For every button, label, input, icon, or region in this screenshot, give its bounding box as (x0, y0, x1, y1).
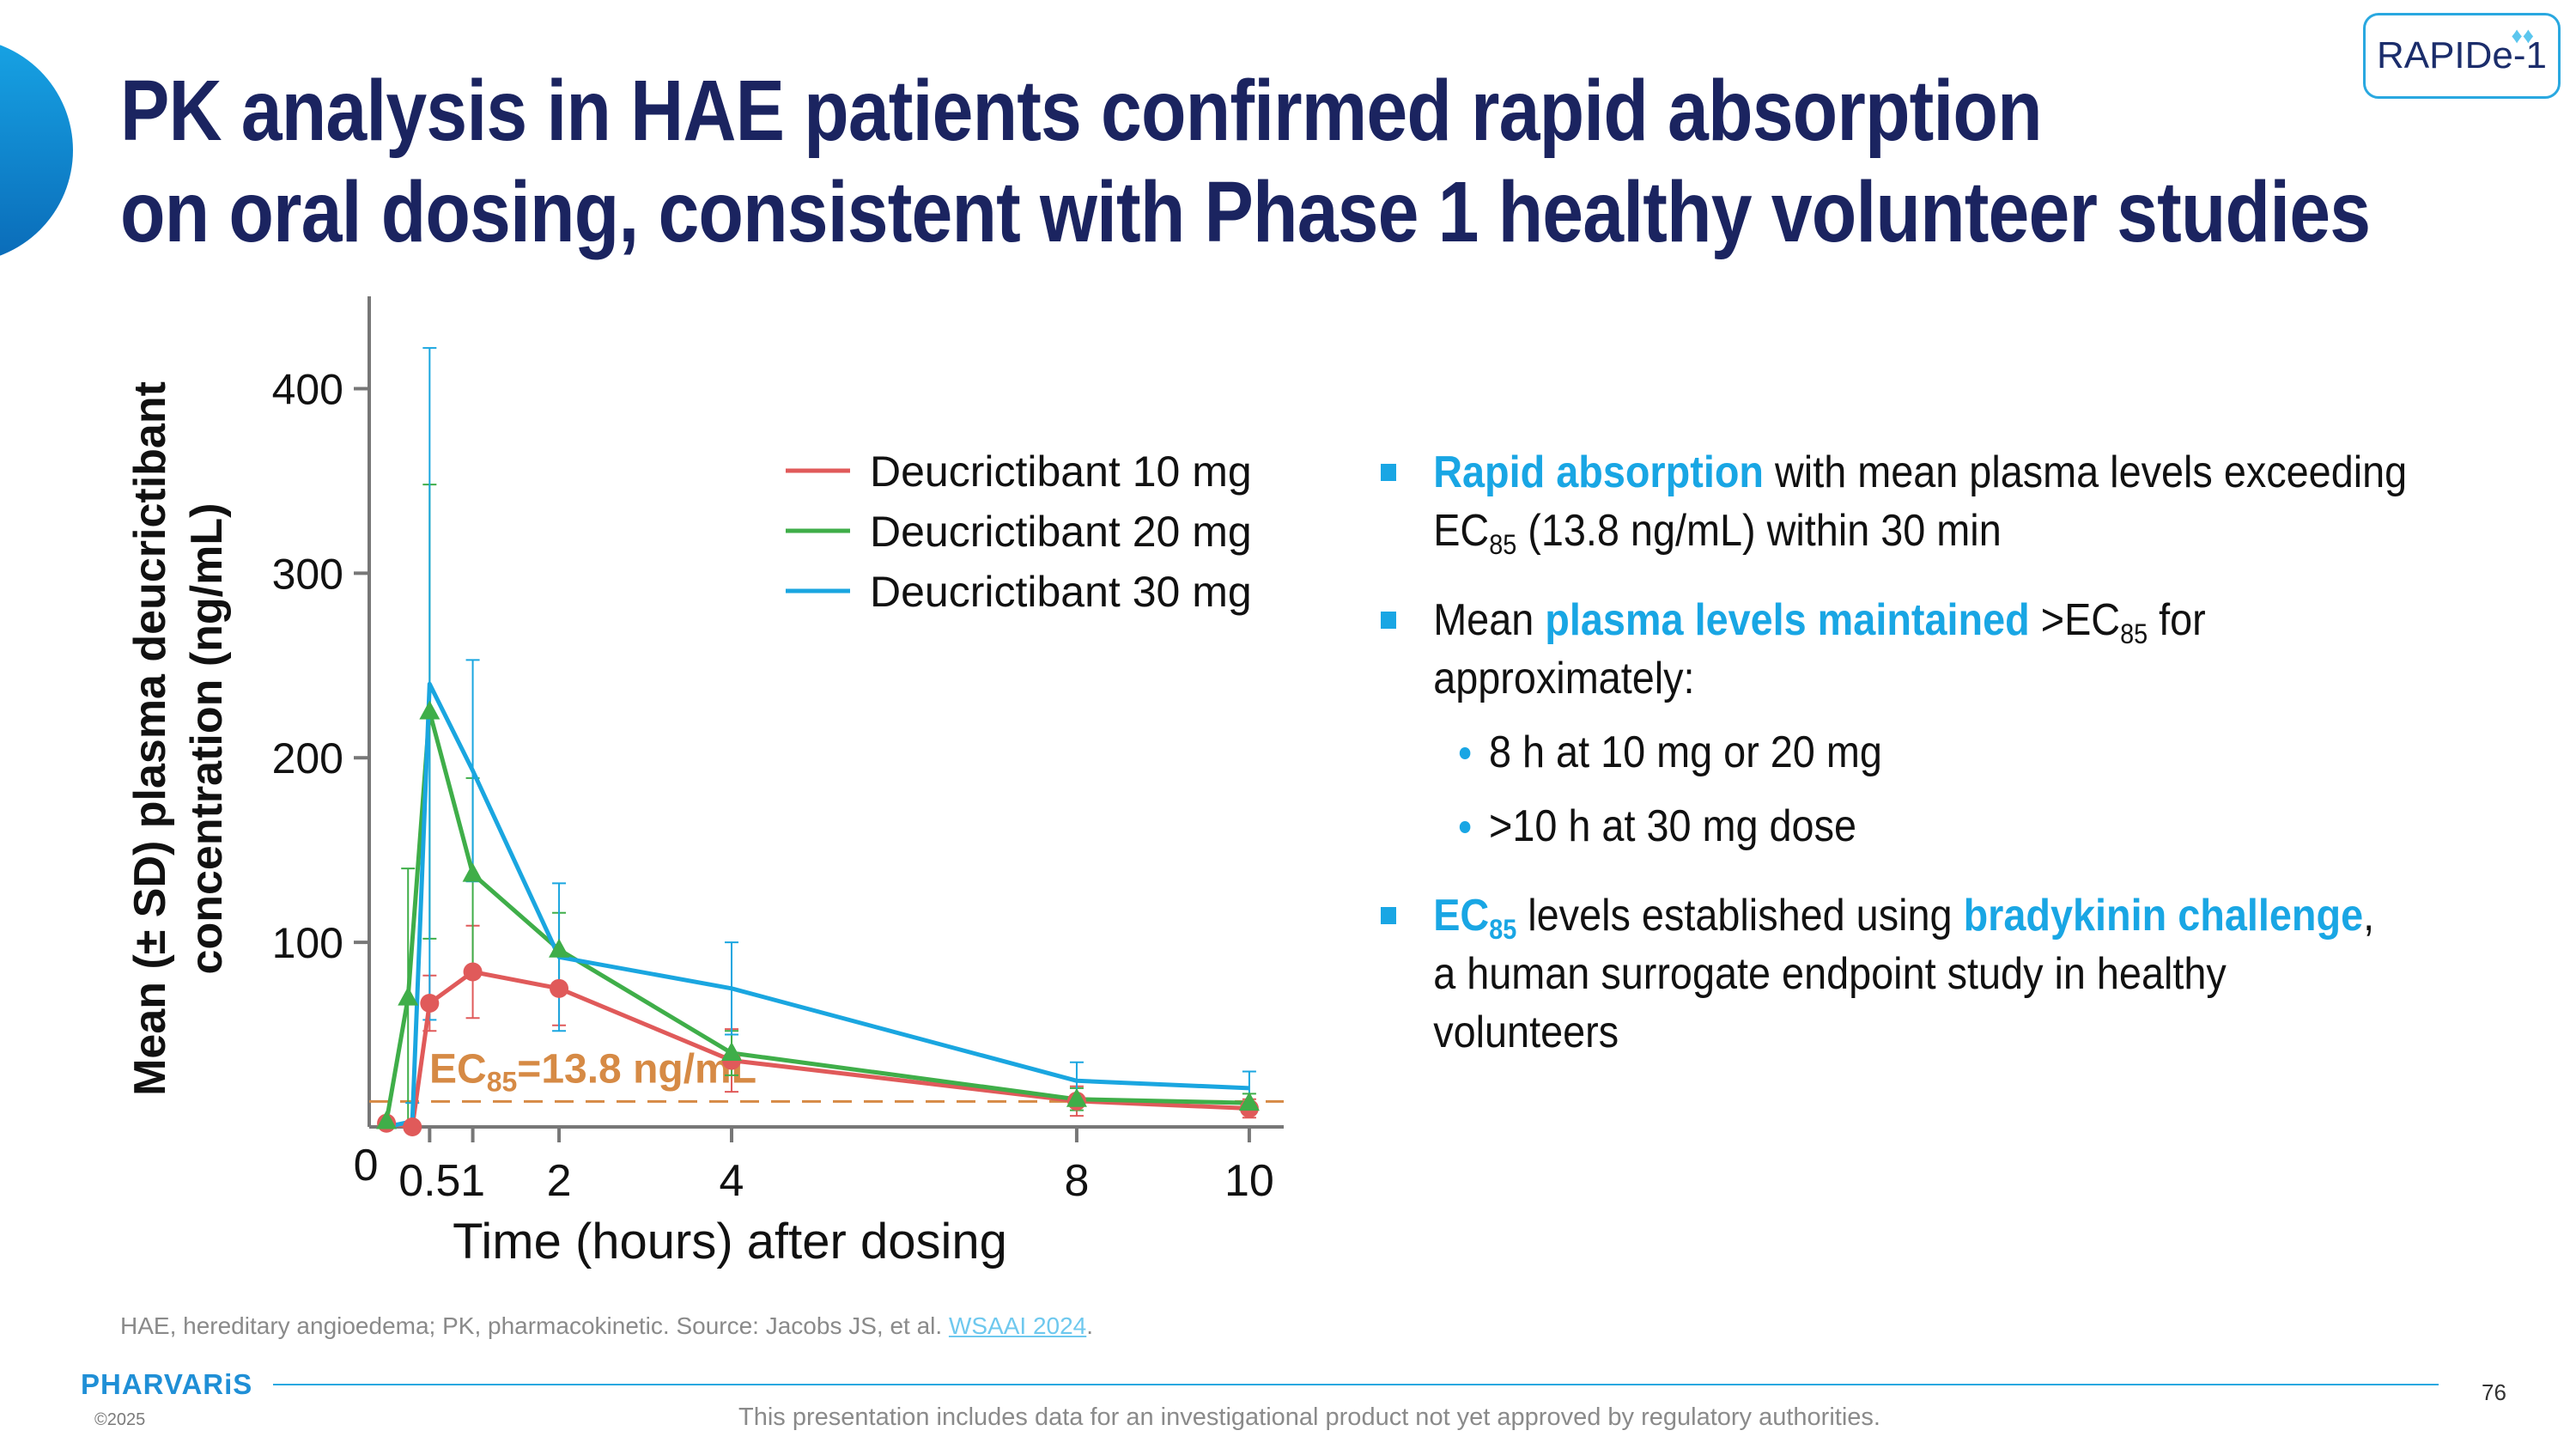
series-line (386, 681, 1250, 1129)
bullet-text: with mean plasma levels exceeding (1764, 447, 2408, 497)
y-tick-label: 100 (272, 919, 343, 967)
bullet-text: a human surrogate endpoint study in heal… (1433, 949, 2227, 999)
dot-bullet-icon (1459, 747, 1471, 759)
data-point (463, 962, 483, 982)
sub-bullet-30mg: >10 h at 30 mg dose (1381, 797, 2576, 855)
square-bullet-icon (1381, 612, 1396, 629)
source-link[interactable]: WSAAI 2024 (948, 1312, 1087, 1339)
bullet-ec85-established: EC85 levels established using bradykinin… (1381, 886, 2576, 1062)
footnote: HAE, hereditary angioedema; PK, pharmaco… (120, 1312, 1093, 1340)
footnote-end: . (1086, 1312, 1094, 1339)
data-point (721, 1042, 743, 1062)
series-line (384, 709, 1249, 1123)
data-point (550, 978, 569, 998)
highlight-text: EC (1433, 891, 1490, 941)
sub-bullet-text: 8 h at 10 mg or 20 mg (1489, 728, 1882, 777)
bullet-text: EC (1433, 506, 1490, 556)
x-tick-label: 10 (1224, 1156, 1274, 1206)
pharvaris-logo: PHARVARiS (81, 1368, 253, 1400)
data-point (398, 986, 419, 1006)
square-bullet-icon (1381, 907, 1396, 924)
footnote-text: HAE, hereditary angioedema; PK, pharmaco… (120, 1312, 949, 1339)
square-bullet-icon (1381, 464, 1396, 481)
title-line-1: PK analysis in HAE patients confirmed ra… (120, 63, 2043, 159)
bullet-text: , (2363, 891, 2375, 941)
highlight-text: Rapid absorption (1433, 447, 1765, 497)
title-line-2: on oral dosing, consistent with Phase 1 … (120, 164, 2371, 260)
y-tick-label: 300 (272, 550, 343, 598)
bullet-text: Mean (1433, 595, 1546, 645)
data-point (420, 994, 440, 1014)
subscript: 85 (2120, 618, 2148, 649)
data-point (403, 1117, 422, 1136)
y-axis-label-line-2: concentration (ng/mL) (182, 503, 232, 975)
sub-bullet-10-20mg: 8 h at 10 mg or 20 mg (1381, 723, 2576, 782)
bullet-text: approximately: (1433, 654, 1695, 703)
x-tick-label: 0.5 (398, 1156, 460, 1206)
page-title: PK analysis in HAE patients confirmed ra… (120, 60, 2371, 263)
subscript: 85 (1489, 914, 1517, 945)
legend-label: Deucrictibant 30 mg (870, 568, 1252, 616)
x-tick-label: 4 (720, 1156, 744, 1206)
droplet-icon: ♦♦ (2511, 22, 2534, 48)
data-point (1066, 1087, 1087, 1107)
bullet-text: levels established using (1516, 891, 1964, 941)
bullet-text: volunteers (1433, 1008, 1619, 1057)
data-point (462, 862, 483, 882)
bullet-text: (13.8 ng/mL) within 30 min (1516, 506, 2002, 556)
copyright: ©2025 (94, 1410, 146, 1429)
footer-divider (273, 1384, 2439, 1385)
y-axis-label: Mean (± SD) plasma deucrictibant concent… (125, 381, 232, 1096)
disclaimer: This presentation includes data for an i… (738, 1403, 1880, 1431)
y-axis-label-line-1: Mean (± SD) plasma deucrictibant (125, 381, 175, 1096)
badge-label: RAPIDe-1 (2376, 34, 2548, 76)
bullet-levels-maintained: Mean plasma levels maintained >EC85 for … (1381, 591, 2576, 708)
data-point (1238, 1092, 1260, 1111)
subscript: 85 (1489, 529, 1517, 560)
series-line (386, 970, 1250, 1129)
x-axis-label: Time (hours) after dosing (453, 1214, 1007, 1269)
data-point (549, 938, 570, 958)
data-point (419, 700, 440, 720)
x-tick-label: 1 (460, 1156, 485, 1206)
highlight-text: bradykinin challenge (1963, 891, 2364, 941)
data-point (376, 1110, 398, 1129)
legend-label: Deucrictibant 10 mg (870, 447, 1252, 496)
bullet-text: >EC (2029, 595, 2121, 645)
x-tick-label: 0 (354, 1141, 379, 1190)
bullet-text: for (2148, 595, 2206, 645)
bullet-rapid-absorption: Rapid absorption with mean plasma levels… (1381, 443, 2576, 560)
y-tick-label: 200 (272, 734, 343, 782)
dot-bullet-icon (1459, 821, 1471, 833)
highlight-text: plasma levels maintained (1545, 595, 2030, 645)
key-findings-list: Rapid absorption with mean plasma levels… (1381, 443, 2531, 1093)
legend-label: Deucrictibant 20 mg (870, 508, 1252, 556)
x-tick-label: 2 (547, 1156, 572, 1206)
sub-bullet-text: >10 h at 30 mg dose (1489, 801, 1857, 851)
ec85-reference-label: EC85=13.8 ng/mL (429, 1046, 756, 1097)
rapide-logo-badge: RAPIDe-1 ♦♦ (2363, 13, 2561, 99)
page-number: 76 (2482, 1379, 2506, 1405)
x-tick-label: 8 (1064, 1156, 1089, 1206)
pk-chart: Mean (± SD) plasma deucrictibant concent… (125, 296, 1284, 1269)
y-tick-label: 400 (272, 365, 343, 413)
